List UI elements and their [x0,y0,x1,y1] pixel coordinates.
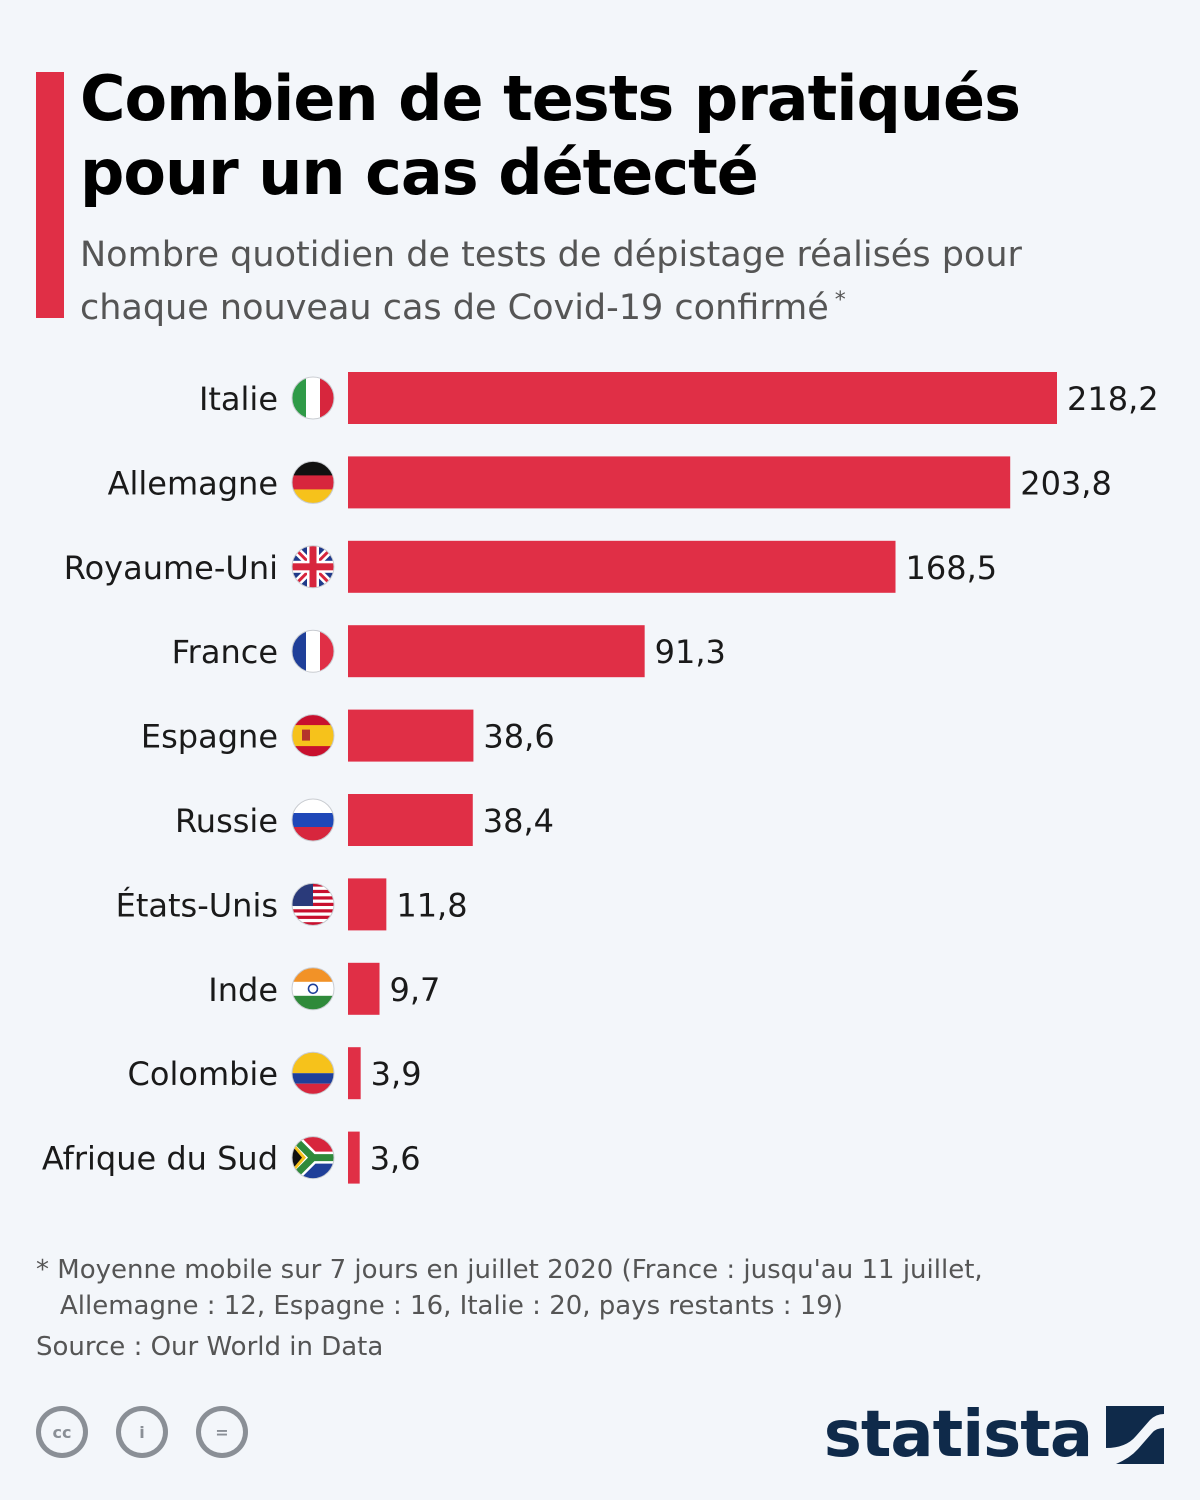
value-label: 91,3 [655,633,726,671]
footnote: * Moyenne mobile sur 7 jours en juillet … [36,1252,1156,1324]
bar [348,1131,360,1184]
bar-row: Afrique du Sud 3,6 [42,1131,421,1184]
category-label: France [172,633,278,671]
flag-india-icon [291,967,335,1011]
statista-mark-icon [1106,1406,1164,1464]
chart-title: Combien de tests pratiqués pour un cas d… [80,62,1021,209]
cc-icon-label: cc [41,1411,83,1453]
attribution-icon[interactable]: i [116,1406,168,1458]
flag-south-africa-icon [291,1136,335,1180]
footnote-line-1: * Moyenne mobile sur 7 jours en juillet … [36,1255,983,1285]
value-label: 168,5 [906,549,998,587]
bar-row: Allemagne 203,8 [108,456,1112,509]
bar-row: France 91,3 [172,625,726,678]
title-accent-bar [36,72,64,318]
category-label: États-Unis [116,886,278,924]
bar-row: Colombie 3,9 [128,1047,422,1100]
value-label: 3,9 [371,1055,422,1093]
footnote-line-2: Allemagne : 12, Espagne : 16, Italie : 2… [60,1291,843,1321]
bar [348,372,1057,424]
bar-row: Italie 218,2 [199,372,1159,424]
bar-row: Russie 38,4 [175,794,554,846]
value-label: 38,6 [483,718,554,756]
flag-colombia-icon [291,1051,335,1095]
category-label: Russie [175,802,278,840]
flag-uk-icon [291,545,335,589]
bar [348,1047,361,1100]
bar [348,625,645,678]
flag-russia-icon [291,798,335,842]
category-label: Allemagne [108,464,278,502]
flag-italy-icon [291,376,335,420]
flag-spain-icon [291,714,335,758]
bar [348,709,474,762]
flag-usa-icon [291,882,335,926]
flag-germany-icon [291,460,335,504]
bar-row: Espagne 38,6 [141,709,555,762]
category-label: Royaume-Uni [64,549,278,587]
source-text: Source : Our World in Data [36,1332,384,1362]
bar-chart: Italie 218,2 Allemagne 203,8 Royaume-Uni 168,… [42,372,1159,1184]
bar-row: Inde 9,7 [208,962,441,1015]
category-label: Colombie [128,1055,278,1093]
value-label: 218,2 [1067,380,1159,418]
bar [348,962,380,1015]
bar-row: États-Unis 11,8 [116,878,468,931]
value-label: 9,7 [390,971,441,1009]
bar-row: Royaume-Uni 168,5 [64,540,998,593]
category-label: Afrique du Sud [42,1140,278,1178]
bar [348,878,387,931]
category-label: Italie [199,380,278,418]
value-label: 203,8 [1020,464,1112,502]
value-label: 38,4 [483,802,554,840]
bar [348,456,1011,509]
no-derivatives-icon-label: = [201,1411,243,1453]
bar [348,794,473,846]
brand-name: statista [823,1398,1093,1472]
category-label: Espagne [141,718,278,756]
subtitle-footnote-mark: * [834,288,846,313]
attribution-icon-label: i [121,1411,163,1453]
value-label: 11,8 [396,886,467,924]
license-icons: cc i = [36,1406,248,1458]
cc-icon[interactable]: cc [36,1406,88,1458]
category-label: Inde [208,971,278,1009]
chart-subtitle: Nombre quotidien de tests de dépistage r… [80,232,1160,331]
flag-france-icon [291,629,335,673]
statista-logo[interactable]: statista [824,1398,1164,1472]
no-derivatives-icon[interactable]: = [196,1406,248,1458]
subtitle-text: Nombre quotidien de tests de dépistage r… [80,235,1022,328]
value-label: 3,6 [370,1140,421,1178]
bar [348,540,896,593]
